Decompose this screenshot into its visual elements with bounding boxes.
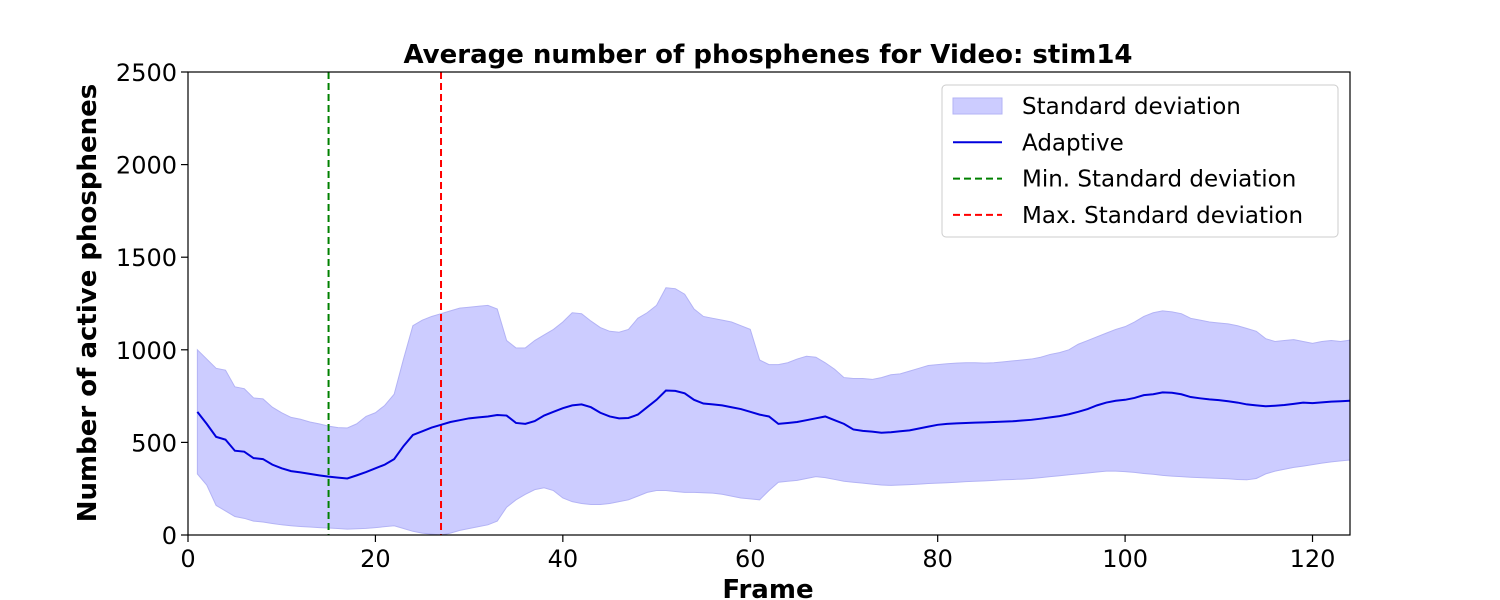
x-tick-label: 80 xyxy=(922,545,953,573)
x-tick-label: 20 xyxy=(360,545,391,573)
std-band xyxy=(196,287,1350,535)
legend-handle-band xyxy=(952,97,1003,115)
x-tick-label: 60 xyxy=(735,545,766,573)
plot-area xyxy=(196,72,1350,535)
legend-label: Standard deviation xyxy=(1022,94,1241,120)
y-tick-label: 2000 xyxy=(116,152,177,180)
legend: Standard deviation Adaptive Min. Standard … xyxy=(941,84,1339,238)
x-tick-label: 120 xyxy=(1290,545,1336,573)
x-tick-label: 0 xyxy=(180,545,195,573)
y-axis-label: Number of active phosphenes xyxy=(73,84,103,522)
axes: 0 20 40 60 80 100 120 0 500 1000 1500 2000 2500 xyxy=(116,59,1351,573)
x-axis-label: Frame xyxy=(722,575,813,600)
y-tick-label: 0 xyxy=(162,522,177,550)
x-tick-label: 100 xyxy=(1102,545,1148,573)
y-tick-label: 2500 xyxy=(116,59,177,87)
legend-label: Min. Standard deviation xyxy=(1022,167,1296,193)
y-tick-label: 500 xyxy=(131,429,177,457)
chart-title: Average number of phosphenes for Video: … xyxy=(403,40,1132,70)
y-tick-label: 1000 xyxy=(116,337,177,365)
legend-box xyxy=(941,84,1339,238)
plot-content xyxy=(196,72,1350,535)
y-tick-label: 1500 xyxy=(116,244,177,272)
adaptive-line xyxy=(196,389,1350,480)
legend-label: Adaptive xyxy=(1022,130,1124,156)
legend-label: Max. Standard deviation xyxy=(1022,203,1303,229)
plot-frame xyxy=(187,71,1351,536)
x-tick-label: 40 xyxy=(548,545,579,573)
